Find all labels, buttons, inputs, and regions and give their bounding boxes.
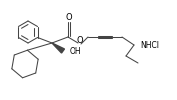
Text: NHCl: NHCl <box>140 42 159 50</box>
Text: O: O <box>77 36 83 45</box>
Text: OH: OH <box>70 48 82 56</box>
Text: O: O <box>66 13 72 22</box>
Polygon shape <box>52 43 64 53</box>
